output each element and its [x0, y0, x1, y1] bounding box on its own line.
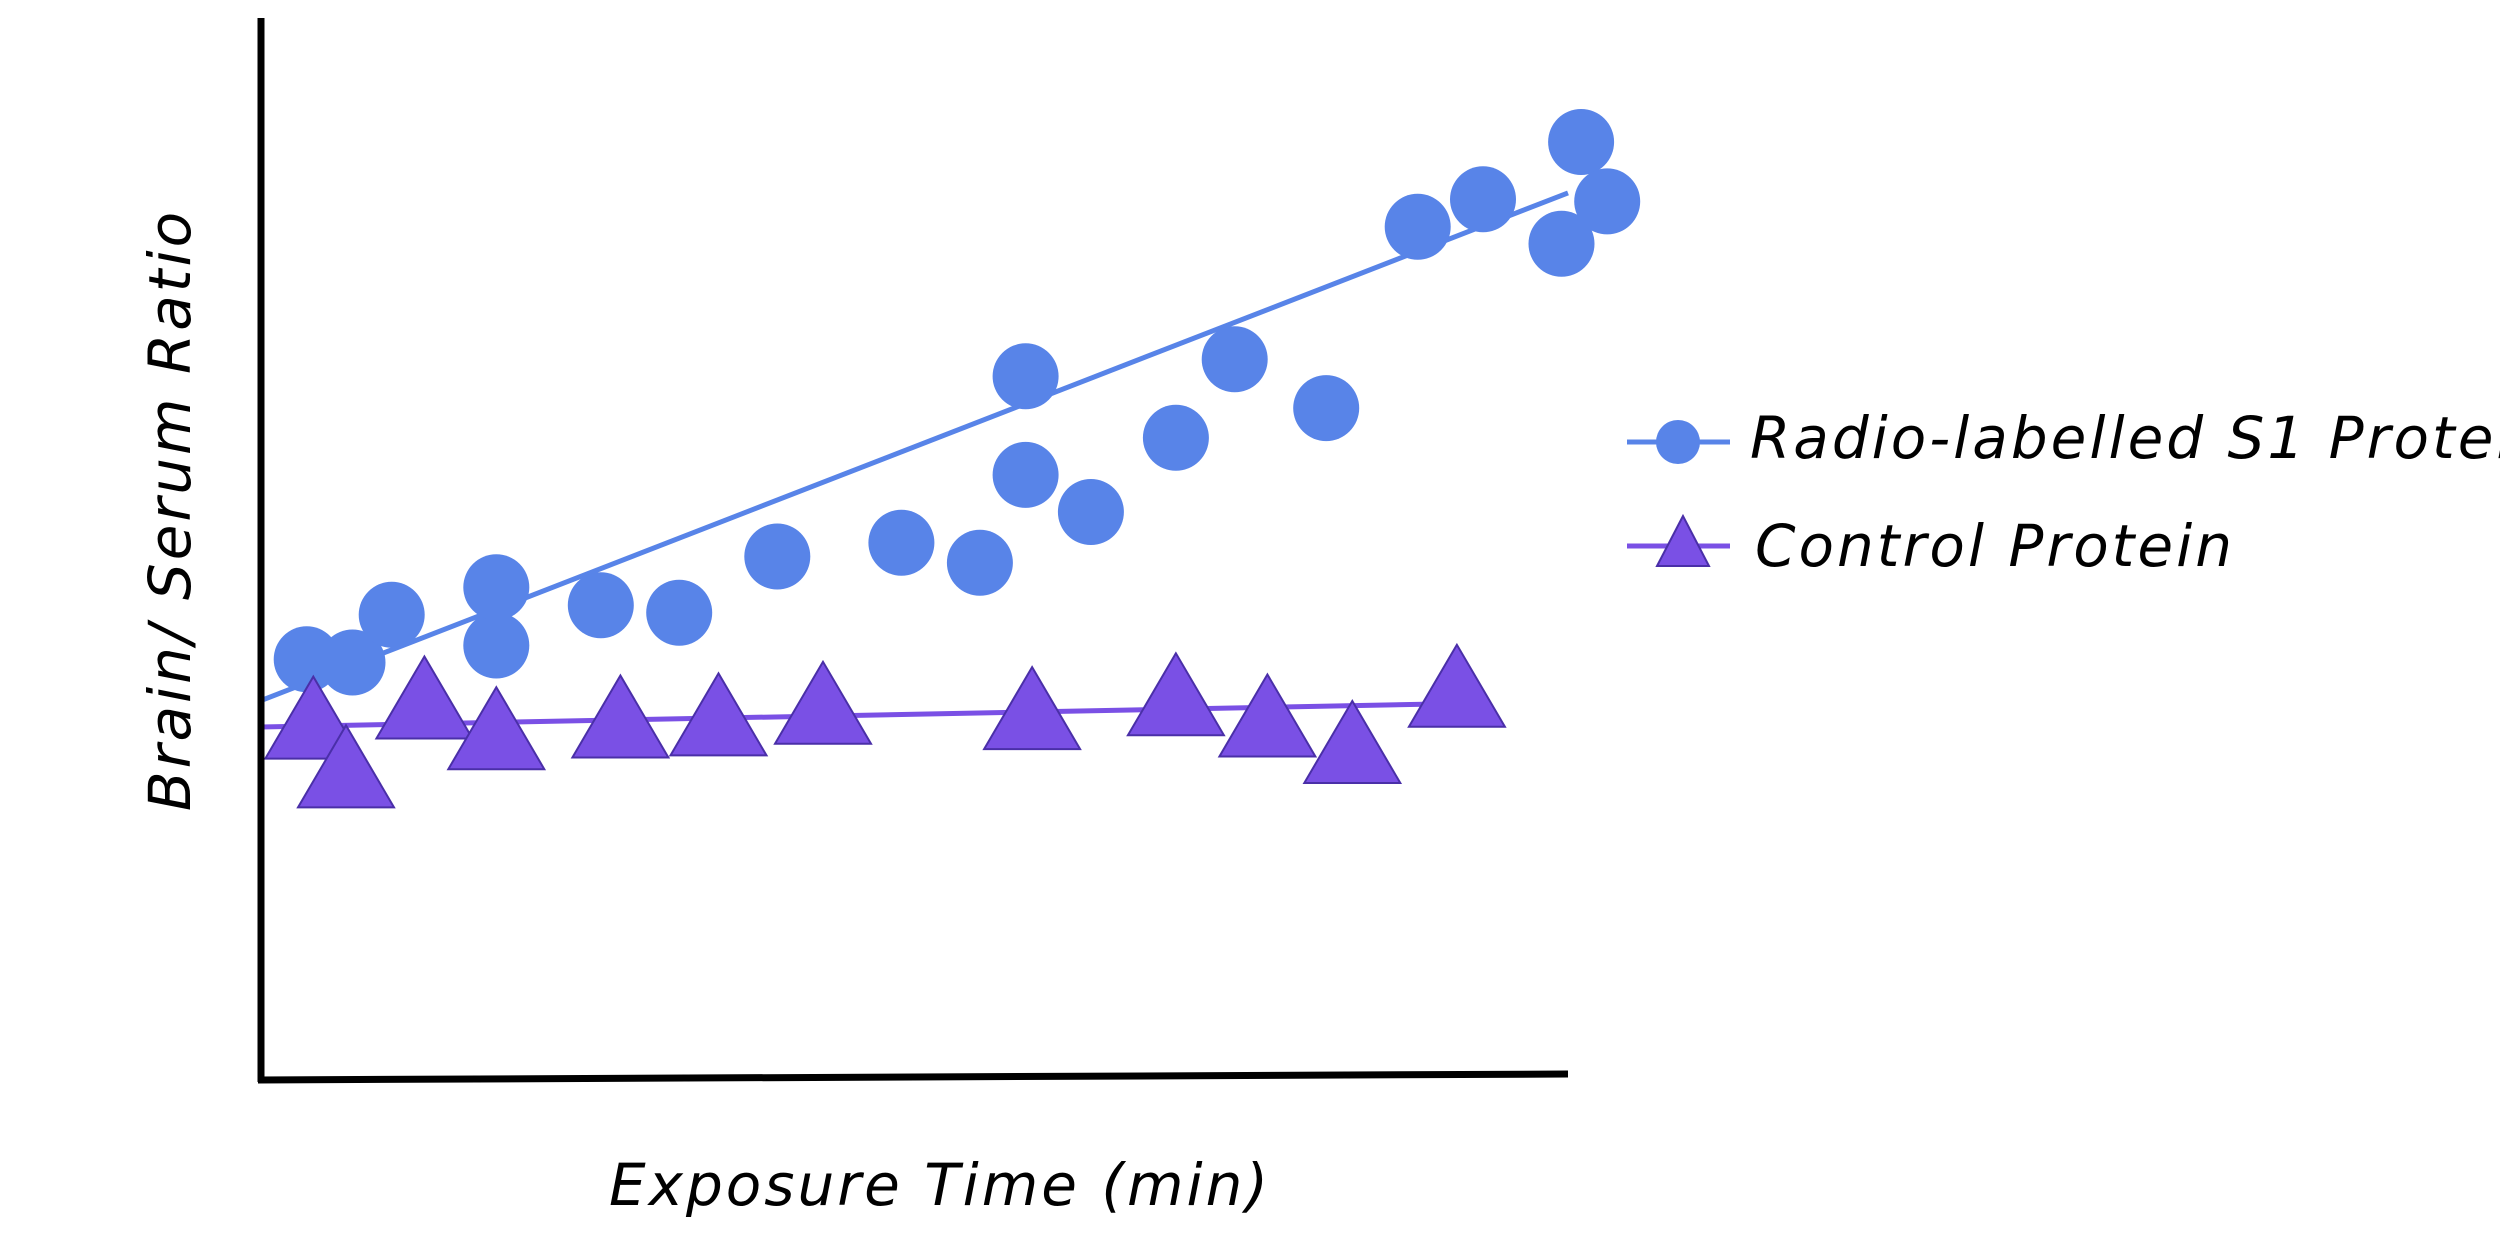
s1-data-point — [1548, 109, 1615, 175]
control-data-point — [446, 685, 547, 771]
legend: Radio-labelled S1 Protein Control Protei… — [1627, 404, 2500, 580]
control-data-point — [1407, 642, 1507, 728]
control-data-point — [296, 723, 396, 809]
s1-data-point — [1384, 193, 1451, 260]
s1-data-point — [1528, 210, 1595, 277]
legend-label-control: Control Protein — [1755, 512, 2235, 580]
s1-data-point — [646, 579, 713, 646]
trend-line-s1 — [260, 190, 1569, 703]
s1-data-point — [1293, 375, 1360, 442]
s1-data-point — [319, 629, 386, 696]
s1-data-point — [358, 581, 425, 648]
control-data-point — [374, 654, 475, 740]
legend-triangle-marker — [1655, 513, 1711, 567]
data-points — [263, 109, 1641, 809]
control-data-point — [263, 674, 364, 760]
legend-item-control: Control Protein — [1627, 512, 2235, 580]
s1-data-point — [1142, 404, 1209, 471]
control-data-point — [570, 673, 671, 759]
s1-data-point — [1574, 168, 1641, 235]
s1-data-point — [1057, 479, 1124, 545]
legend-circle-marker — [1656, 420, 1700, 464]
s1-data-point — [868, 509, 935, 576]
s1-data-point — [992, 343, 1059, 410]
s1-data-point — [463, 554, 530, 621]
x-axis-title: Exposure Time (min) — [609, 1151, 1271, 1219]
legend-label-s1: Radio-labelled S1 Protein — [1750, 404, 2500, 472]
s1-data-point — [744, 523, 811, 590]
s1-data-point — [567, 572, 634, 639]
control-data-point — [668, 671, 769, 757]
control-data-point — [982, 665, 1082, 751]
control-data-point — [773, 659, 873, 745]
trend-lines — [260, 190, 1569, 730]
s1-data-point — [946, 529, 1013, 596]
y-axis-title: Brain/ Serum Ratio — [136, 209, 204, 811]
s1-data-point — [463, 612, 530, 679]
s1-data-point — [1450, 166, 1516, 233]
s1-data-point — [992, 441, 1059, 508]
control-data-point — [1126, 651, 1226, 737]
x-axis-line — [257, 1070, 1569, 1084]
control-data-point — [1217, 672, 1318, 758]
control-data-point — [1302, 699, 1403, 784]
s1-data-point — [1201, 326, 1268, 393]
axes — [257, 18, 1569, 1084]
legend-item-s1: Radio-labelled S1 Protein — [1627, 404, 2500, 472]
